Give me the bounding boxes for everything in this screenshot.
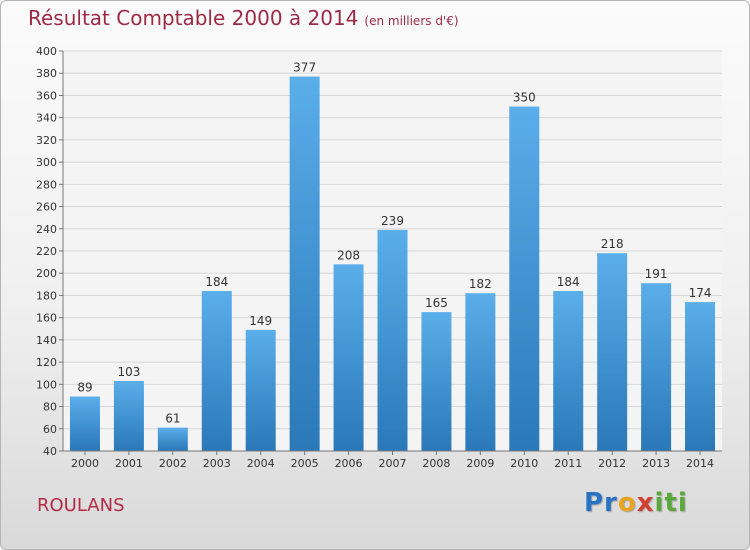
y-tick-label: 80 bbox=[43, 401, 57, 414]
x-tick-label: 2007 bbox=[379, 457, 407, 470]
x-tick-label: 2001 bbox=[115, 457, 143, 470]
y-tick-label: 120 bbox=[36, 356, 57, 369]
y-tick-label: 140 bbox=[36, 334, 57, 347]
proxiti-logo[interactable]: Proxiti bbox=[584, 488, 688, 518]
bar-value-label: 174 bbox=[689, 286, 712, 300]
bar-value-label: 61 bbox=[165, 412, 180, 426]
y-tick-label: 160 bbox=[36, 312, 57, 325]
commune-name: ROULANS bbox=[37, 495, 125, 516]
x-tick-label: 2009 bbox=[466, 457, 494, 470]
x-tick-label: 2014 bbox=[686, 457, 714, 470]
y-tick-label: 200 bbox=[36, 267, 57, 280]
bar-2014 bbox=[685, 302, 716, 451]
bar-2012 bbox=[597, 253, 628, 451]
bar-2009 bbox=[465, 293, 496, 451]
bar-2000 bbox=[69, 396, 100, 451]
y-tick-label: 280 bbox=[36, 178, 57, 191]
x-tick-label: 2000 bbox=[71, 457, 99, 470]
y-tick-label: 340 bbox=[36, 112, 57, 125]
bar-2006 bbox=[333, 264, 364, 451]
x-tick-label: 2005 bbox=[291, 457, 319, 470]
bar-2001 bbox=[113, 381, 144, 451]
y-tick-label: 180 bbox=[36, 289, 57, 302]
bar-value-label: 208 bbox=[337, 248, 360, 262]
x-tick-label: 2003 bbox=[203, 457, 231, 470]
bar-2008 bbox=[421, 312, 452, 451]
bar-value-label: 377 bbox=[293, 61, 316, 75]
x-tick-label: 2010 bbox=[510, 457, 538, 470]
y-tick-label: 60 bbox=[43, 423, 57, 436]
y-tick-label: 240 bbox=[36, 223, 57, 236]
bar-value-label: 165 bbox=[425, 296, 448, 310]
bar-2002 bbox=[157, 427, 188, 451]
bar-2011 bbox=[553, 291, 584, 451]
x-tick-label: 2011 bbox=[554, 457, 582, 470]
bar-2003 bbox=[201, 291, 232, 451]
x-tick-label: 2006 bbox=[335, 457, 363, 470]
y-tick-label: 100 bbox=[36, 378, 57, 391]
bar-value-label: 103 bbox=[117, 365, 140, 379]
bar-2005 bbox=[289, 76, 320, 452]
bar-value-label: 350 bbox=[513, 91, 536, 105]
bar-value-label: 182 bbox=[469, 277, 492, 291]
y-tick-label: 380 bbox=[36, 67, 57, 80]
y-tick-label: 320 bbox=[36, 134, 57, 147]
bar-value-label: 149 bbox=[249, 314, 272, 328]
chart-title-text: Résultat Comptable 2000 à 2014 bbox=[28, 6, 359, 30]
bar-value-label: 184 bbox=[205, 275, 228, 289]
bar-2010 bbox=[509, 106, 540, 452]
bar-value-label: 191 bbox=[645, 267, 668, 281]
x-tick-label: 2008 bbox=[422, 457, 450, 470]
bar-2004 bbox=[245, 329, 276, 451]
x-tick-label: 2002 bbox=[159, 457, 187, 470]
bar-value-label: 239 bbox=[381, 214, 404, 228]
bar-value-label: 89 bbox=[77, 381, 92, 395]
bars: 89 103 61 184 149 377 208 239 165 182 350 184 218 191… bbox=[69, 61, 716, 452]
y-tick-label: 40 bbox=[43, 445, 57, 458]
y-tick-label: 400 bbox=[36, 45, 57, 58]
chart-title: Résultat Comptable 2000 à 2014 (en millie… bbox=[28, 6, 459, 30]
y-tick-label: 300 bbox=[36, 156, 57, 169]
bar-2013 bbox=[641, 283, 672, 451]
chart-subtitle: (en milliers d'€) bbox=[364, 14, 459, 28]
x-tick-label: 2012 bbox=[598, 457, 626, 470]
bar-2007 bbox=[377, 229, 408, 451]
y-axis: 40 60 80 100 120 140 160 180 200 220 240 260 280 300 3… bbox=[36, 45, 64, 458]
x-tick-label: 2004 bbox=[247, 457, 275, 470]
x-tick-label: 2013 bbox=[642, 457, 670, 470]
y-tick-label: 260 bbox=[36, 201, 57, 214]
y-tick-label: 360 bbox=[36, 89, 57, 102]
bar-value-label: 184 bbox=[557, 275, 580, 289]
bar-value-label: 218 bbox=[601, 237, 624, 251]
x-axis: 2000 2001 2002 2003 2004 2005 2006 2007 2008 2009… bbox=[63, 450, 722, 470]
y-tick-label: 220 bbox=[36, 245, 57, 258]
